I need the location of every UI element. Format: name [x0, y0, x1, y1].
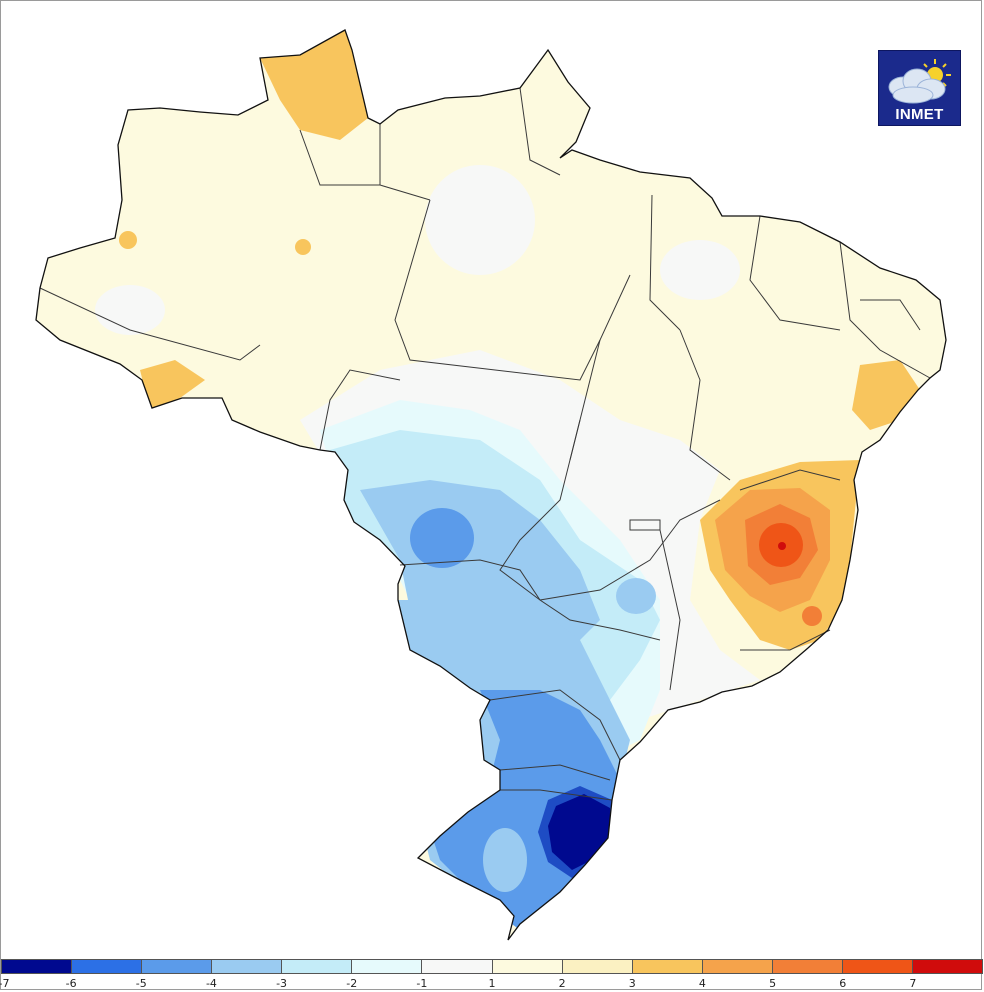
amazon-neutral-spot [95, 285, 165, 335]
roraima-warm-spot [260, 30, 368, 140]
color-legend: -7 -6 -5 -4 -3 -2 -1 1 2 3 4 5 6 7 [0, 956, 984, 992]
para-neutral-spot [425, 165, 535, 275]
goias-blue-spot [616, 578, 656, 614]
legend-swatch [212, 960, 283, 973]
legend-swatch [842, 960, 914, 973]
legend-swatch [72, 960, 143, 973]
legend-swatch [492, 960, 563, 973]
legend-swatch [2, 960, 73, 973]
legend-tick-label: 6 [839, 977, 847, 990]
legend-swatch [352, 960, 423, 973]
legend-swatch [562, 960, 633, 973]
legend-tick-label: 4 [698, 977, 706, 990]
legend-tick-label: -4 [205, 977, 217, 990]
brazil-anomaly-map [35, 29, 947, 941]
legend-tick-label: -2 [346, 977, 358, 990]
legend-bar [1, 959, 983, 974]
inmet-logo-text: INMET [895, 106, 944, 123]
west-warm-dot [119, 231, 137, 249]
legend-swatch [772, 960, 843, 973]
maranhao-neutral-spot [660, 240, 740, 300]
legend-tick-label: -7 [0, 977, 10, 990]
legend-tick-label: -6 [65, 977, 77, 990]
rio-grande-do-sul-light [483, 828, 527, 892]
cloud-sun-icon [888, 59, 951, 104]
amazonas-warm-dot [295, 239, 311, 255]
legend-swatch [142, 960, 213, 973]
minas-hot-core [778, 542, 786, 550]
legend-swatch [913, 960, 983, 973]
legend-tick-label: 5 [769, 977, 777, 990]
legend-swatch [632, 960, 703, 973]
legend-tick-label: 1 [488, 977, 496, 990]
legend-tick-label: 2 [558, 977, 566, 990]
espirito-santo-warm [802, 606, 822, 626]
rio-grande-do-sul-coldest [548, 794, 612, 870]
legend-swatch [702, 960, 773, 973]
legend-swatch [422, 960, 493, 973]
legend-tick-label: -1 [416, 977, 428, 990]
mato-grosso-cold-core [410, 508, 474, 568]
state-borders [39, 87, 931, 801]
legend-tick-label: -5 [135, 977, 147, 990]
legend-swatch [282, 960, 353, 973]
legend-tick-label: -3 [276, 977, 288, 990]
legend-tick-label: 3 [628, 977, 636, 990]
legend-tick-label: 7 [909, 977, 917, 990]
acre-warm-spot [140, 360, 205, 410]
inmet-logo: INMET [878, 50, 961, 126]
